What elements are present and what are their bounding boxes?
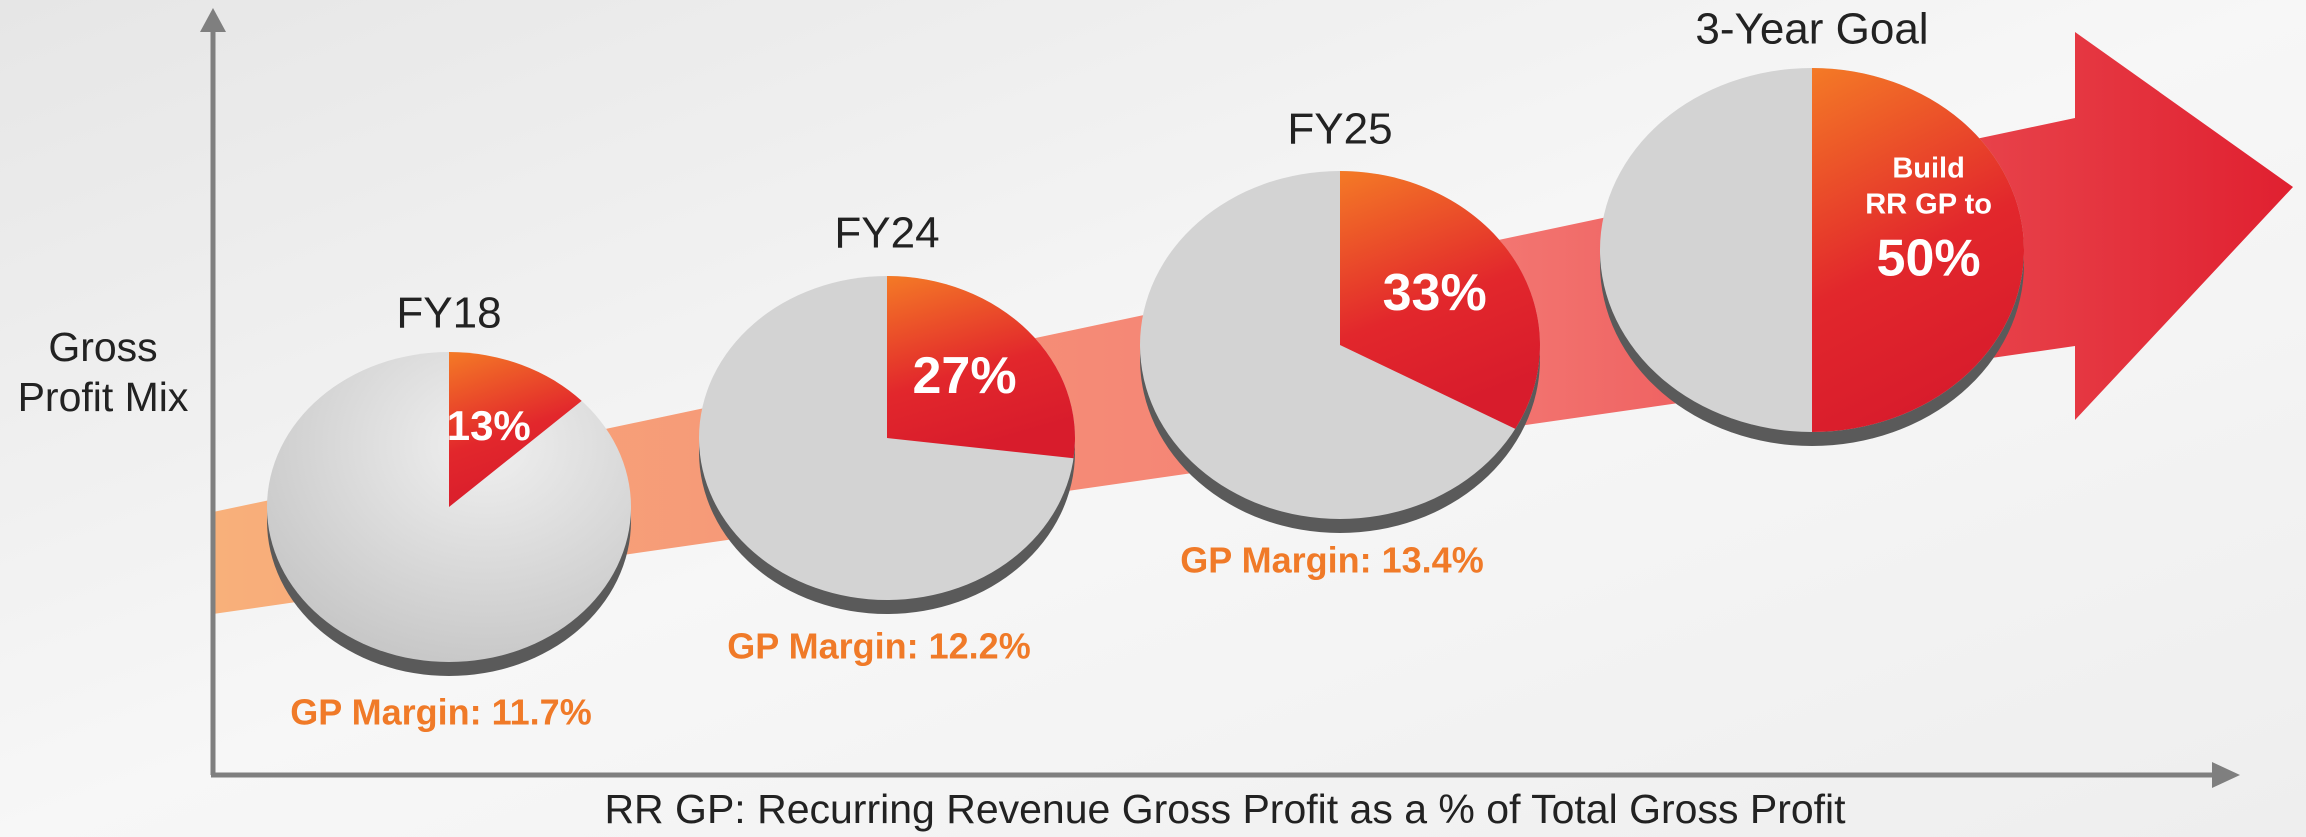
y-axis-head (200, 8, 226, 32)
pie-wedge (1340, 171, 1540, 429)
y-axis-label: Gross (48, 324, 157, 370)
value-label: 33% (1383, 264, 1487, 322)
value-label: 13% (447, 402, 531, 449)
goal-note: Build (1892, 153, 1965, 185)
value-label: 27% (913, 347, 1017, 405)
pie-wedge (1812, 68, 2024, 432)
margin-label: GP Margin: 13.4% (1180, 540, 1483, 581)
value-label: 50% (1877, 230, 1981, 288)
margin-label: GP Margin: 11.7% (290, 692, 591, 733)
y-axis-label: Profit Mix (18, 374, 189, 420)
goal-note: RR GP to (1865, 189, 1992, 221)
pie-wedge (887, 276, 1075, 459)
x-axis-head (2212, 762, 2240, 788)
category-label: FY18 (396, 289, 501, 338)
category-label: 3-Year Goal (1695, 5, 1928, 54)
category-label: FY25 (1287, 105, 1392, 154)
x-axis-label: RR GP: Recurring Revenue Gross Profit as… (604, 786, 1846, 832)
margin-label: GP Margin: 12.2% (727, 626, 1030, 667)
category-label: FY24 (834, 209, 939, 258)
pie-wedge (449, 352, 582, 507)
